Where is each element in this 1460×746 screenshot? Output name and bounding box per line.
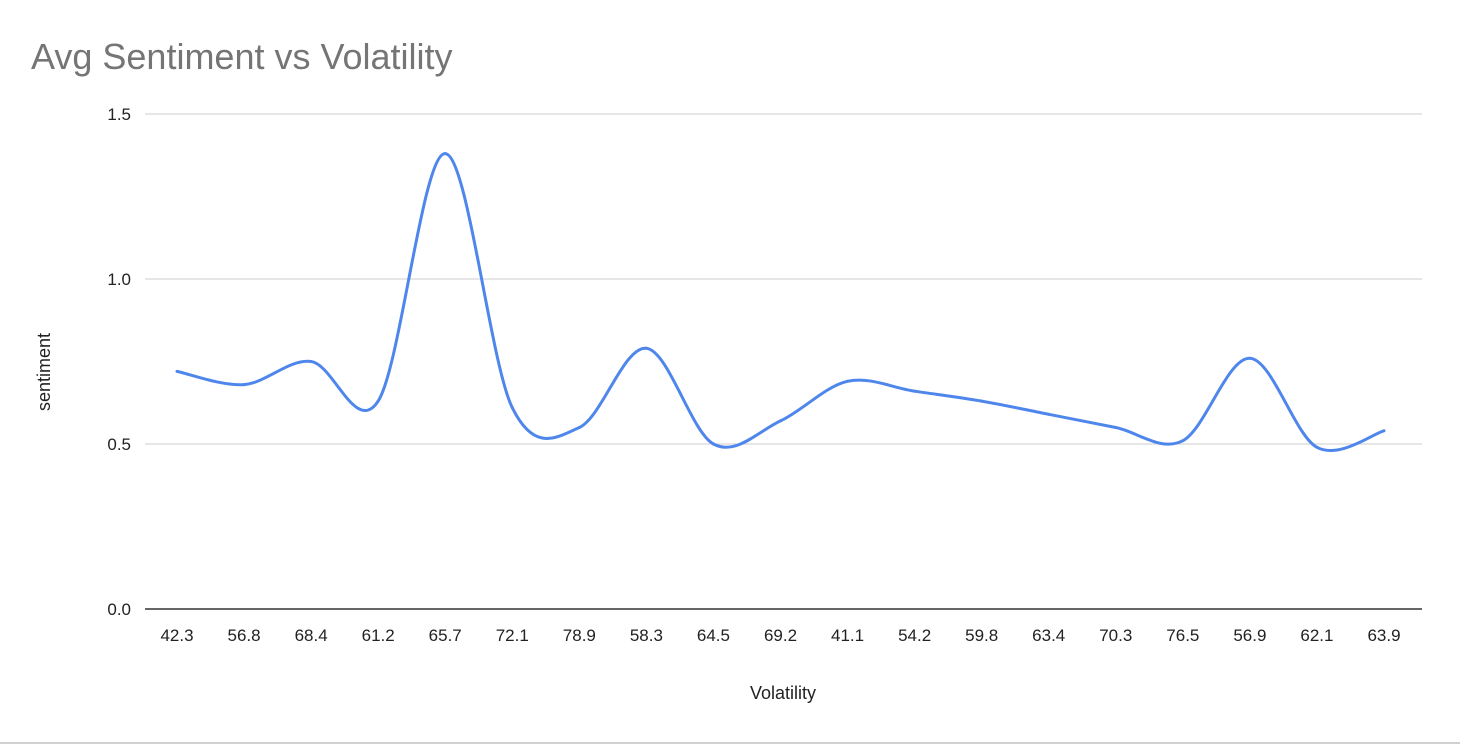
- data-point: [376, 399, 380, 403]
- y-tick-label: 1.0: [107, 270, 131, 289]
- x-tick-label: 76.5: [1166, 626, 1199, 645]
- data-point: [913, 389, 917, 393]
- x-tick-label: 54.2: [898, 626, 931, 645]
- data-point: [1181, 439, 1185, 443]
- x-tick-label: 63.4: [1032, 626, 1065, 645]
- x-tick-label: 59.8: [965, 626, 998, 645]
- data-point: [1382, 429, 1386, 433]
- data-point: [1248, 356, 1252, 360]
- data-point: [779, 419, 782, 423]
- x-tick-label: 72.1: [496, 626, 529, 645]
- data-point: [242, 383, 246, 387]
- data-point: [309, 360, 313, 363]
- x-tick-label: 62.1: [1300, 626, 1333, 645]
- data-point: [1047, 412, 1051, 416]
- series-line-sentiment: [176, 152, 1385, 452]
- data-point: [1114, 426, 1118, 429]
- divider: [0, 742, 1460, 744]
- y-axis-label: sentiment: [34, 333, 54, 411]
- x-tick-label: 61.2: [362, 626, 395, 645]
- chart-title: Avg Sentiment vs Volatility: [31, 36, 453, 77]
- x-axis-label: Volatility: [750, 683, 816, 703]
- x-tick-label: 42.3: [160, 626, 193, 645]
- y-tick-label: 0.0: [107, 600, 131, 619]
- x-tick-label: 63.9: [1367, 626, 1400, 645]
- x-tick-label: 78.9: [563, 626, 596, 645]
- y-tick-label: 1.5: [107, 105, 131, 124]
- data-point: [1315, 445, 1319, 449]
- data-point: [577, 426, 581, 429]
- data-point: [510, 406, 514, 410]
- data-point: [711, 442, 715, 446]
- y-tick-label: 0.5: [107, 435, 131, 454]
- data-point: [644, 346, 648, 350]
- x-tick-label: 65.7: [429, 626, 462, 645]
- data-point: [980, 399, 984, 403]
- x-tick-label: 69.2: [764, 626, 797, 645]
- x-tick-label: 68.4: [295, 626, 328, 645]
- data-point: [175, 369, 179, 373]
- data-point: [443, 152, 447, 156]
- x-tick-label: 56.9: [1233, 626, 1266, 645]
- x-tick-label: 56.8: [228, 626, 261, 645]
- x-tick-label: 64.5: [697, 626, 730, 645]
- data-point: [846, 379, 850, 383]
- x-tick-label: 70.3: [1099, 626, 1132, 645]
- x-tick-label: 41.1: [831, 626, 864, 645]
- x-tick-label: 58.3: [630, 626, 663, 645]
